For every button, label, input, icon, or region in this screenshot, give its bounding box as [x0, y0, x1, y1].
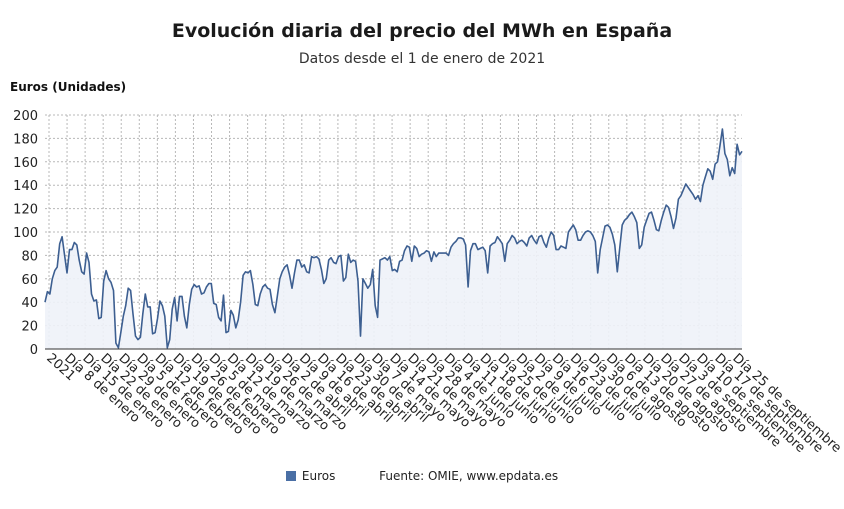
y-tick-label: 20: [21, 320, 38, 335]
legend-item-euros: Euros: [285, 469, 339, 483]
series-area: [44, 128, 743, 349]
y-tick-label: 120: [13, 203, 38, 218]
y-tick-label: 40: [21, 296, 38, 311]
chart-subtitle: Datos desde el 1 de enero de 2021: [298, 51, 546, 67]
series-fill: [45, 129, 742, 349]
y-tick-label: 100: [13, 226, 38, 241]
y-tick-label: 140: [13, 179, 38, 194]
y-tick-label: 0: [30, 343, 38, 358]
y-tick-label: 80: [21, 249, 38, 264]
y-axis-ticks: 0 20 40 60 80 100 120 140 160 180 200: [13, 109, 38, 358]
legend-swatch: [285, 471, 296, 481]
source-note: Fuente: OMIE, www.epdata.es: [379, 469, 559, 483]
series-line-euros: [44, 128, 743, 349]
y-tick-label: 160: [13, 156, 38, 171]
y-tick-label: 60: [21, 273, 38, 288]
legend-label: Euros: [301, 469, 336, 483]
y-tick-label: 180: [13, 132, 38, 147]
y-axis-label: Euros (Unidades): [10, 80, 127, 94]
y-tick-label: 200: [13, 109, 38, 124]
legend: Euros Fuente: OMIE, www.epdata.es: [0, 469, 844, 483]
chart-title: Evolución diaria del precio del MWh en E…: [171, 20, 673, 42]
